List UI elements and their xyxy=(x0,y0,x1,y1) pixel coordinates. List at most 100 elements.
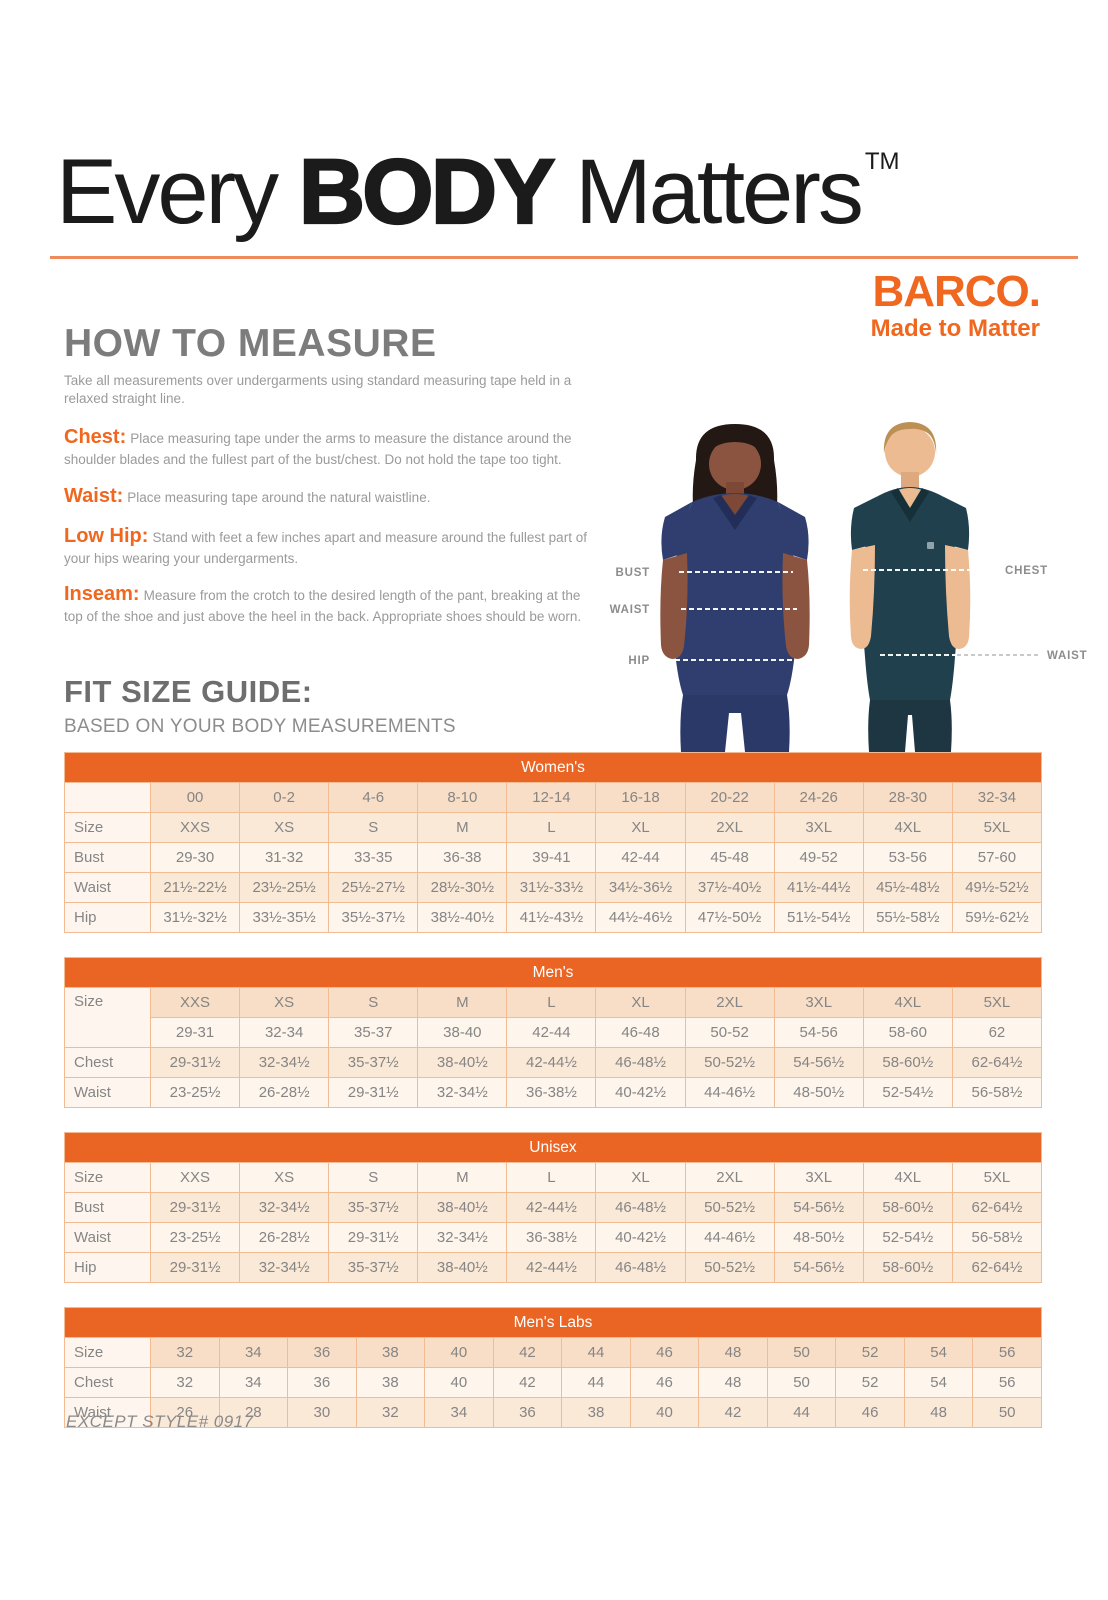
row-label: Size xyxy=(64,1337,151,1368)
table-row: Size 32 34 36 38 40 42 44 46 48 50 52 54 56 xyxy=(64,1337,1042,1368)
size-cell: 58-60½ xyxy=(862,1252,953,1283)
size-cell: 31½-33½ xyxy=(506,872,597,903)
size-cell: 52 xyxy=(835,1367,905,1398)
size-cell: 54-56½ xyxy=(773,1252,864,1283)
size-cell: 34½-36½ xyxy=(595,872,686,903)
row-label: Waist xyxy=(64,872,151,903)
size-cell: 62 xyxy=(951,1017,1043,1048)
size-cell: L xyxy=(506,987,597,1018)
size-cell: 45½-48½ xyxy=(862,872,953,903)
size-cell: 39-41 xyxy=(506,842,597,873)
size-cell: 54 xyxy=(903,1337,974,1368)
size-cell: 36-38 xyxy=(417,842,508,873)
size-cell: 5XL xyxy=(951,1162,1043,1193)
size-cell: 52-54½ xyxy=(862,1077,953,1108)
size-cell: 44-46½ xyxy=(684,1222,775,1253)
size-cell: 32-34½ xyxy=(239,1252,330,1283)
size-cell: 12-14 xyxy=(506,782,597,813)
size-cell: XXS xyxy=(149,1162,241,1193)
table-row: 00 0-2 4-6 8-10 12-14 16-18 20-22 24-26 28-30 32-… xyxy=(64,782,1043,813)
table-title: Men's Labs xyxy=(64,1307,1042,1338)
size-cell: 38-40½ xyxy=(417,1047,508,1078)
size-cell: 44-46½ xyxy=(684,1077,775,1108)
size-cell: M xyxy=(417,1162,508,1193)
size-cell: 48-50½ xyxy=(773,1077,864,1108)
size-cell: XL xyxy=(595,1162,686,1193)
size-cell: 41½-44½ xyxy=(773,872,864,903)
size-cell: 48 xyxy=(698,1337,768,1368)
size-cell: 26-28½ xyxy=(239,1077,330,1108)
measure-label-inseam: Inseam: xyxy=(64,582,140,605)
size-cell: 50-52½ xyxy=(684,1252,775,1283)
table-row: Bust 29-31½ 32-34½ 35-37½ 38-40½ 42-44½ 46-48½… xyxy=(64,1192,1043,1223)
size-cell: 23½-25½ xyxy=(239,872,330,903)
size-cell: 45-48 xyxy=(684,842,775,873)
fit-size-guide-heading: FIT SIZE GUIDE: xyxy=(64,674,313,709)
size-cell: 4-6 xyxy=(328,782,419,813)
size-cell: 35-37½ xyxy=(328,1192,419,1223)
size-cell: 38 xyxy=(561,1397,631,1428)
measure-label-waist: Waist: xyxy=(64,484,124,507)
size-cell: 29-31½ xyxy=(149,1047,241,1078)
brand-name: BARCO. xyxy=(872,267,1041,316)
size-cell: 48 xyxy=(903,1397,974,1428)
size-cell: 37½-40½ xyxy=(684,872,775,903)
row-label: Waist xyxy=(64,1077,151,1108)
size-cell: 34 xyxy=(218,1337,289,1368)
measure-item-low-hip: Low Hip: Stand with feet a few inches apa… xyxy=(64,523,588,568)
size-cell: 49½-52½ xyxy=(951,872,1043,903)
size-cell: 35-37½ xyxy=(328,1047,419,1078)
size-cell: 23-25½ xyxy=(149,1077,241,1108)
trademark-symbol: TM xyxy=(864,148,900,175)
size-cell: 47½-50½ xyxy=(684,902,775,933)
size-cell: 2XL xyxy=(684,987,775,1018)
size-cell: 53-56 xyxy=(862,842,953,873)
size-cell: 54 xyxy=(903,1367,974,1398)
size-cell: 33-35 xyxy=(328,842,419,873)
brand-logo: BARCO. Made to Matter xyxy=(870,267,1041,342)
table-title-row: Men's Labs xyxy=(64,1307,1042,1338)
size-cell: 62-64½ xyxy=(951,1252,1043,1283)
footer-note: EXCEPT STYLE# 0917 xyxy=(66,1412,254,1431)
row-label: Waist xyxy=(64,1222,151,1253)
measure-text-low-hip: Stand with feet a few inches apart and m… xyxy=(64,529,587,566)
title-emphasis: BODY xyxy=(298,141,557,243)
size-cell: 44 xyxy=(561,1337,631,1368)
size-cell: 58-60½ xyxy=(862,1192,953,1223)
table-title: Women's xyxy=(64,752,1042,783)
size-cell: 44 xyxy=(766,1397,837,1428)
size-cell: 8-10 xyxy=(417,782,508,813)
size-cell: S xyxy=(328,812,419,843)
size-cell: 46 xyxy=(835,1397,905,1428)
size-cell: 48-50½ xyxy=(773,1222,864,1253)
size-cell: 42-44½ xyxy=(506,1192,597,1223)
table-row: Waist 23-25½ 26-28½ 29-31½ 32-34½ 36-38½ 40-42… xyxy=(64,1077,1043,1108)
fit-size-guide-subheading: BASED ON YOUR BODY MEASUREMENTS xyxy=(64,716,456,737)
size-table-unisex: Unisex Size XXS XS S M L XL 2XL 3XL 4XL 5XL Bust 29-3… xyxy=(64,1132,1043,1283)
size-cell: 38-40 xyxy=(417,1017,508,1048)
row-label: Size xyxy=(64,812,151,843)
table-row: 29-31 32-34 35-37 38-40 42-44 46-48 50-52 54-56… xyxy=(65,1017,1043,1048)
size-cell: 44 xyxy=(561,1367,631,1398)
measure-text-inseam: Measure from the crotch to the desired l… xyxy=(64,587,582,624)
size-cell: 3XL xyxy=(773,987,864,1018)
brand-tagline: Made to Matter xyxy=(870,315,1040,342)
size-cell: 32 xyxy=(355,1397,426,1428)
size-cell: XL xyxy=(595,812,686,843)
size-cell: 2XL xyxy=(684,812,775,843)
size-cell: 58-60½ xyxy=(862,1047,953,1078)
size-cell: XXS xyxy=(149,812,241,843)
size-cell: 36 xyxy=(287,1367,357,1398)
table-row: Waist 26 28 30 32 34 36 38 40 42 44 46 48 50 xyxy=(64,1397,1042,1428)
size-cell: 5XL xyxy=(951,987,1043,1018)
size-cell: 25½-27½ xyxy=(328,872,419,903)
size-cell: 24-26 xyxy=(773,782,864,813)
table-row: Hip 29-31½ 32-34½ 35-37½ 38-40½ 42-44½ 46-48½ 5… xyxy=(64,1252,1043,1283)
size-cell: 36-38½ xyxy=(506,1077,597,1108)
row-label: Bust xyxy=(64,1192,151,1223)
table-title-row: Unisex xyxy=(64,1132,1042,1163)
models-illustration: BUST WAIST HIP CHEST WAIST xyxy=(610,422,1087,752)
size-cell: 40 xyxy=(424,1337,494,1368)
size-cell: 50-52 xyxy=(684,1017,775,1048)
table-row: Size XXS XS S M L XL 2XL 3XL 4XL 5XL xyxy=(64,812,1043,843)
